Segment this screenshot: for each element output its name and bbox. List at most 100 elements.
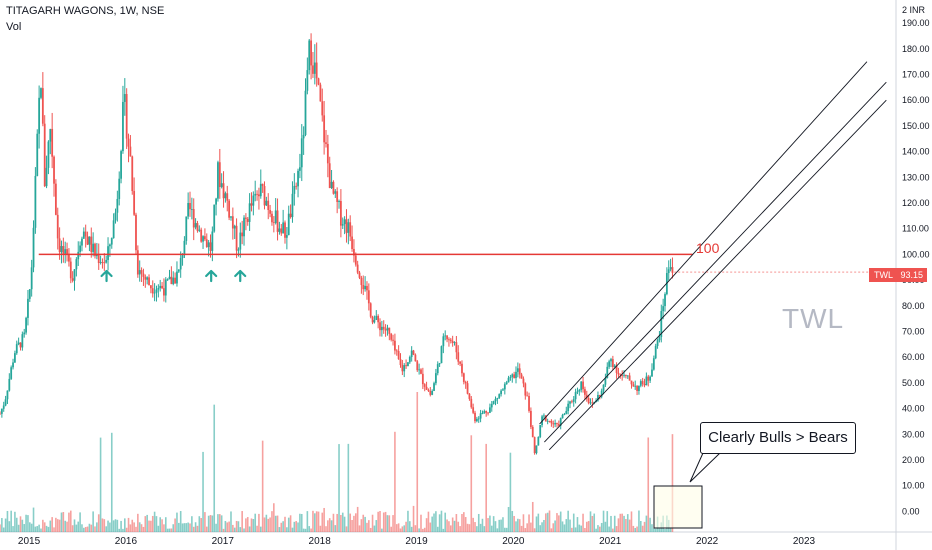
- candle-body: [75, 259, 78, 270]
- callout-pointer: [689, 452, 721, 483]
- volume-bar: [578, 524, 581, 532]
- candle-body: [153, 292, 156, 294]
- candle-body: [68, 253, 70, 262]
- volume-bar: [267, 518, 270, 532]
- volume-bar: [161, 519, 163, 532]
- candle-body: [64, 249, 67, 254]
- candle-body: [492, 401, 495, 404]
- candle-body: [537, 436, 540, 446]
- candle-body: [258, 194, 260, 197]
- volume-bar: [418, 528, 420, 532]
- candle-body: [181, 255, 184, 259]
- candle-body: [82, 231, 85, 239]
- volume-bar: [150, 520, 152, 532]
- candle-body: [367, 290, 370, 304]
- volume-bar: [541, 522, 543, 532]
- up-arrow-icon: [100, 269, 113, 283]
- volume-bar: [38, 524, 40, 532]
- candle-body: [455, 342, 458, 353]
- volume-bar: [643, 521, 646, 532]
- volume-bar: [628, 519, 631, 532]
- candle-body: [204, 236, 206, 240]
- volume-bar: [101, 518, 104, 532]
- candle-body: [12, 362, 14, 368]
- candle-body: [187, 202, 190, 217]
- volume-bar: [185, 523, 188, 532]
- candle-body: [502, 389, 504, 391]
- callout-box[interactable]: Clearly Bulls > Bears: [700, 422, 856, 454]
- candle-body: [148, 277, 150, 286]
- candle-body: [505, 382, 508, 385]
- candle-body: [8, 378, 11, 391]
- volume-bar: [375, 520, 378, 532]
- volume-bar: [300, 513, 303, 532]
- volume-bar: [461, 514, 463, 532]
- volume-bar: [595, 528, 597, 532]
- volume-bar: [254, 513, 257, 532]
- candle-body: [375, 315, 378, 321]
- candle-body: [142, 273, 145, 277]
- volume-bar: [448, 521, 450, 532]
- volume-bar: [328, 518, 331, 532]
- volume-bar: [593, 513, 596, 532]
- candle-body: [582, 381, 584, 390]
- volume-bar: [334, 525, 337, 532]
- volume-bar: [412, 505, 415, 532]
- candle-body: [4, 399, 7, 406]
- x-tick-label: 2017: [212, 536, 235, 547]
- candle-body: [552, 423, 555, 425]
- volume-bar: [526, 523, 528, 532]
- volume-bar: [125, 527, 128, 532]
- volume-bar: [36, 526, 39, 532]
- volume-bar: [407, 510, 409, 532]
- candle-body: [69, 261, 72, 279]
- volume-bar: [610, 515, 612, 532]
- candle-body: [259, 183, 262, 197]
- volume-bar: [625, 519, 627, 532]
- candle-body: [604, 377, 607, 385]
- candle-body: [461, 363, 463, 374]
- volume-bar: [204, 512, 206, 532]
- volume-bar: [198, 516, 201, 532]
- candle-body: [166, 279, 169, 281]
- candle-body: [207, 242, 210, 248]
- candle-body: [2, 405, 5, 409]
- candle-body: [468, 393, 471, 399]
- volume-bar: [209, 515, 212, 532]
- volume-bar: [466, 523, 469, 532]
- volume-bar: [498, 519, 501, 532]
- volume-bar: [440, 510, 443, 532]
- candle-body: [520, 374, 523, 379]
- candle-body: [610, 359, 612, 362]
- volume-bar: [351, 520, 353, 532]
- candle-body: [202, 236, 204, 242]
- candle-body: [619, 374, 622, 376]
- candle-body: [623, 374, 625, 376]
- candle-body: [19, 342, 22, 348]
- candle-body: [222, 183, 225, 199]
- candle-body: [177, 269, 180, 272]
- candle-body: [56, 214, 59, 239]
- volume-bar: [409, 521, 411, 532]
- volume-bar: [410, 526, 413, 532]
- candle-body: [271, 213, 273, 223]
- candle-body: [632, 384, 635, 387]
- candle-body: [615, 365, 618, 373]
- volume-bar: [155, 516, 158, 532]
- volume-bar: [66, 521, 68, 532]
- volume-bar: [449, 525, 452, 532]
- volume-bar: [483, 526, 486, 532]
- volume-bar: [457, 521, 460, 532]
- volume-bar: [651, 524, 653, 532]
- candle-body: [658, 336, 661, 341]
- candle-body: [192, 209, 195, 228]
- y-tick-label: 0.00: [902, 506, 920, 516]
- candle-body: [135, 214, 137, 251]
- volume-bar: [6, 510, 9, 532]
- candle-body: [34, 175, 37, 228]
- candle-body: [606, 366, 609, 378]
- volume-bar: [518, 519, 521, 532]
- volume-bar: [51, 517, 53, 532]
- volume-bar: [92, 511, 94, 532]
